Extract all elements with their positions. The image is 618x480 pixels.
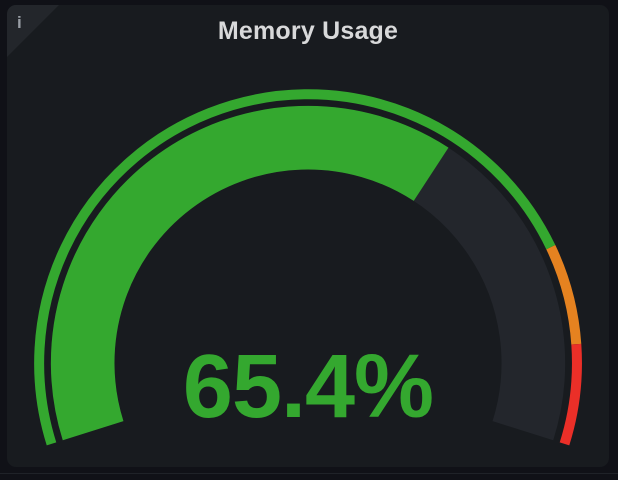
gauge-threshold-segment bbox=[546, 245, 582, 345]
gauge-value-text: 65.4% bbox=[182, 337, 434, 437]
gauge-chart bbox=[34, 89, 582, 446]
info-icon: i bbox=[17, 13, 22, 32]
gauge-panel: i Memory Usage 65.4% bbox=[7, 5, 609, 467]
gauge-threshold-segment bbox=[559, 343, 582, 446]
panel-header: Memory Usage bbox=[7, 17, 609, 46]
panel-title[interactable]: Memory Usage bbox=[217, 17, 399, 45]
gauge-value-arc bbox=[50, 105, 449, 441]
gauge-threshold-segment bbox=[34, 89, 556, 446]
gauge-threshold-ring bbox=[34, 89, 582, 446]
adjacent-panel-edge bbox=[0, 473, 618, 474]
